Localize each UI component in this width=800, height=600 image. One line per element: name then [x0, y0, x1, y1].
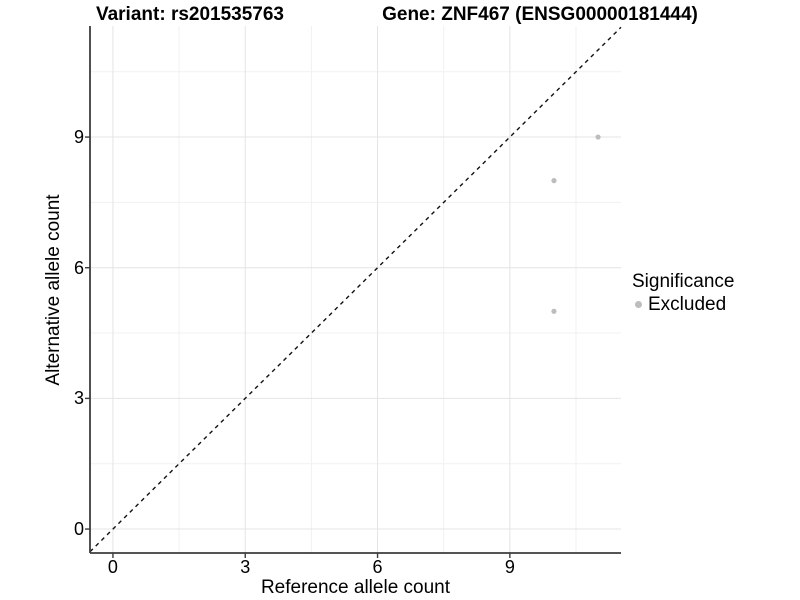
y-axis-title: Alternative allele count [43, 194, 64, 386]
data-point [551, 178, 557, 184]
identity-reference-line [89, 26, 622, 553]
x-tick-label: 0 [107, 557, 118, 577]
data-point [595, 134, 601, 140]
x-tick-label: 3 [240, 557, 251, 577]
plot-panel [85, 26, 622, 558]
y-tick-label: 0 [73, 519, 84, 540]
y-tick-label: 9 [73, 127, 84, 148]
legend-title: Significance [632, 271, 735, 292]
x-axis-title: Reference allele count [260, 577, 451, 598]
y-tick-label: 3 [73, 388, 84, 409]
y-tick-label: 6 [73, 257, 84, 278]
x-tick-label: 9 [504, 557, 515, 577]
x-axis-tick-labels: 0 3 6 9 [90, 557, 621, 579]
x-tick-label: 6 [372, 557, 383, 577]
plot-canvas [85, 26, 622, 558]
legend-item-excluded: Excluded [632, 294, 734, 315]
y-axis-tick-labels: 0 3 6 9 [0, 26, 84, 553]
legend-item-label: Excluded [648, 294, 727, 315]
legend-key-dot-icon [635, 301, 642, 308]
legend: Significance Excluded [632, 271, 734, 315]
plot-title-variant: Variant: rs201535763 [95, 4, 285, 25]
data-point [551, 308, 557, 314]
plot-title-gene: Gene: ZNF467 (ENSG00000181444) [382, 4, 698, 25]
